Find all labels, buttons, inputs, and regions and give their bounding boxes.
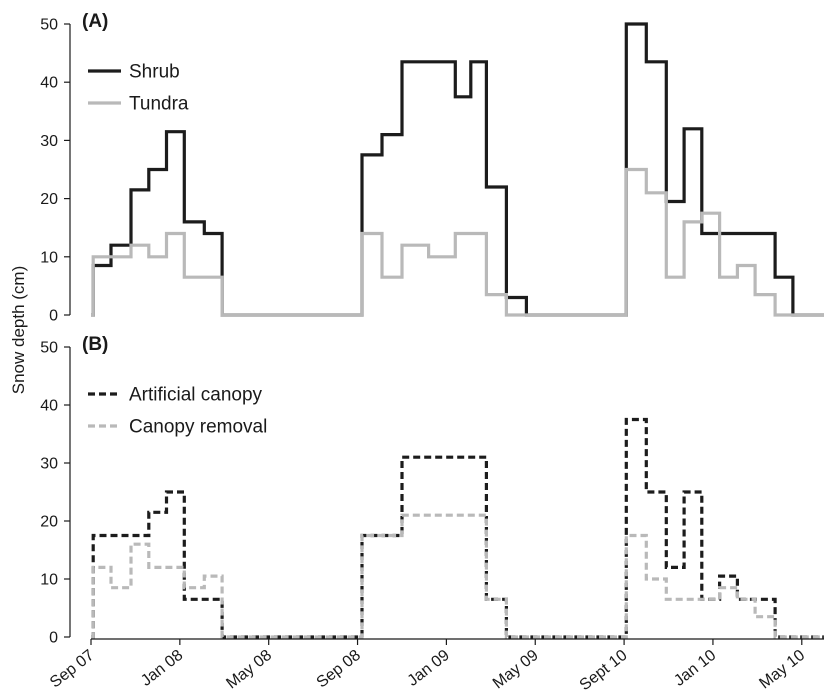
panel-b: 0 10 20 30 40 50 (B) Artificial canopy Canopy re…: [40, 334, 824, 647]
y-tick-label: 50: [40, 17, 58, 34]
y-tick-label: 30: [40, 133, 58, 150]
y-tick-label: 50: [40, 340, 58, 357]
series-line-artificial-canopy: [91, 417, 824, 639]
x-tick-label: Sep 07: [47, 647, 98, 692]
legend-label: Artificial canopy: [129, 385, 263, 406]
panel-label: (B): [82, 334, 108, 355]
panel-a: 0 10 20 30 40 50 (A) Shrub Tundra: [40, 11, 824, 325]
legend-label: Canopy removal: [129, 417, 267, 438]
y-tick-label: 20: [40, 514, 58, 531]
series-line-tundra: [91, 167, 824, 317]
y-tick-label: 0: [49, 630, 58, 647]
series-line-shrub: [91, 22, 824, 317]
x-axis: Sep 07 Jan 08 May 08 Sep 08 Jan 09 May 09 Sept…: [47, 638, 824, 694]
x-tick-label: May 09: [490, 647, 542, 693]
panel-label: (A): [82, 11, 108, 32]
y-tick-label: 40: [40, 75, 58, 92]
x-tick-label: Jan 10: [671, 647, 719, 690]
y-tick-label: 30: [40, 456, 58, 473]
y-tick-label: 10: [40, 572, 58, 589]
y-tick-label: 10: [40, 249, 58, 266]
x-tick-label: Jan 08: [138, 647, 186, 690]
x-tick-label: Sept 10: [577, 647, 631, 694]
legend-label: Shrub: [129, 62, 180, 83]
y-tick-label: 40: [40, 398, 58, 415]
x-tick-label: May 08: [223, 647, 275, 693]
legend-label: Tundra: [129, 94, 189, 115]
y-axis-label: Snow depth (cm): [9, 266, 28, 395]
y-tick-label: 20: [40, 191, 58, 208]
x-tick-label: Jan 09: [405, 647, 453, 690]
x-tick-label: Sep 08: [314, 647, 365, 692]
y-tick-label: 0: [49, 308, 58, 325]
x-tick-label: May 10: [756, 647, 808, 693]
series-line-canopy-removal: [91, 513, 824, 639]
